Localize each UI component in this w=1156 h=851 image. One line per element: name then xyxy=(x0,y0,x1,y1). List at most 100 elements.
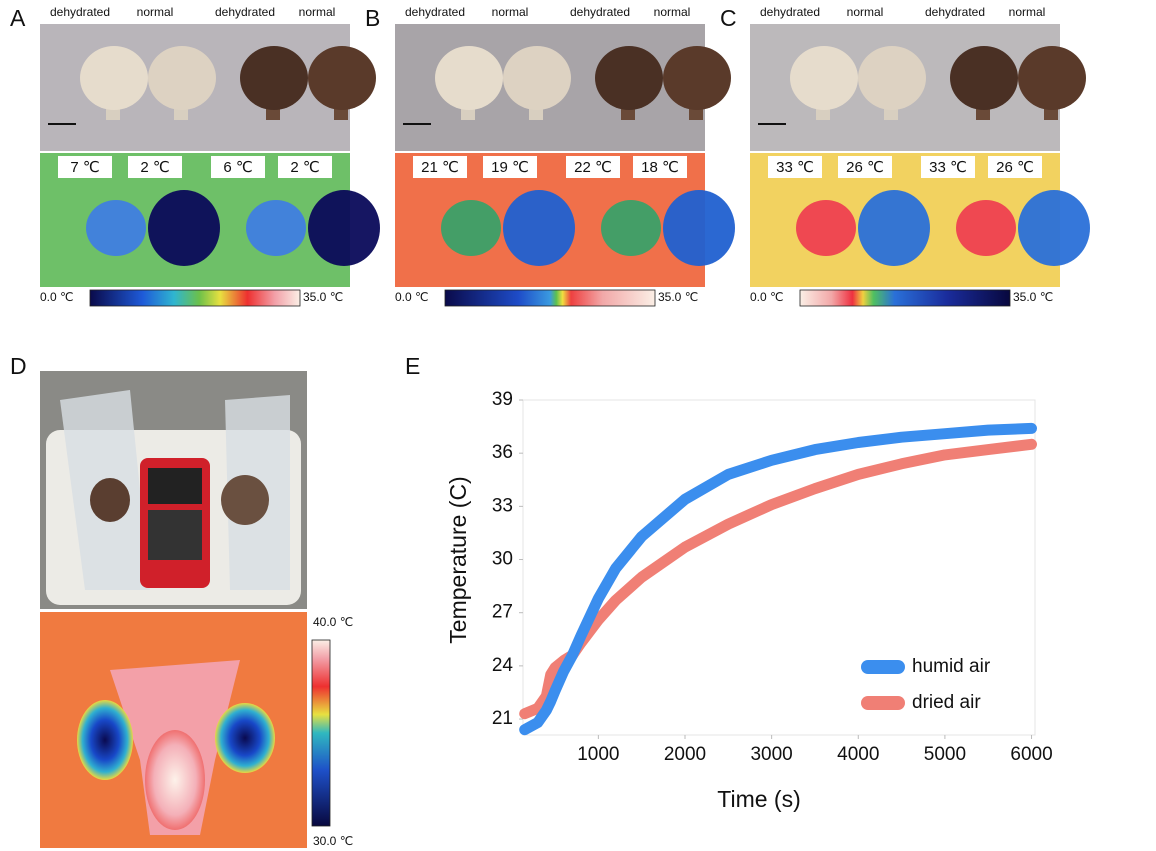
temperature: 21 ℃ xyxy=(421,159,459,176)
x-tick-label: 3000 xyxy=(750,744,792,765)
x-tick-label: 6000 xyxy=(1010,744,1052,765)
mushroom xyxy=(80,46,148,110)
plot-frame xyxy=(522,399,1036,736)
thermal-mushroom xyxy=(503,190,575,266)
temp-box xyxy=(921,156,975,178)
mushroom xyxy=(308,46,376,110)
mushroom xyxy=(503,46,571,110)
mushroom xyxy=(790,46,858,110)
thermal-mushroom xyxy=(441,200,501,256)
temp-box xyxy=(988,156,1042,178)
thermal-mushroom xyxy=(148,190,220,266)
scale-min: 0.0 ℃ xyxy=(40,290,74,304)
photo-label: dehydrated xyxy=(925,5,985,19)
panel-label: B xyxy=(365,5,380,31)
legend-label: dried air xyxy=(912,692,981,713)
temperature: 26 ℃ xyxy=(846,159,884,176)
scale-max: 35.0 ℃ xyxy=(303,290,343,304)
x-tick-label: 4000 xyxy=(837,744,879,765)
mushroom xyxy=(90,478,130,522)
thermal-cold xyxy=(215,703,275,773)
scale-max: 35.0 ℃ xyxy=(658,290,698,304)
y-tick-label: 27 xyxy=(492,602,513,623)
photo-label: normal xyxy=(299,5,336,19)
y-tick-label: 33 xyxy=(492,495,513,516)
temp-box xyxy=(413,156,467,178)
colorbar xyxy=(799,289,1011,307)
thermal-mushroom xyxy=(663,190,735,266)
colorbar xyxy=(89,289,301,307)
photo-label: dehydrated xyxy=(405,5,465,19)
temp-box xyxy=(483,156,537,178)
x-tick-label: 1000 xyxy=(577,744,619,765)
meter-keys xyxy=(148,510,202,560)
temperature: 33 ℃ xyxy=(929,159,967,176)
photo-label: normal xyxy=(847,5,884,19)
temp-box xyxy=(633,156,687,178)
thermal-mushroom xyxy=(308,190,380,266)
photo-label: dehydrated xyxy=(570,5,630,19)
mushroom xyxy=(435,46,503,110)
data-line xyxy=(519,438,1037,720)
data-line xyxy=(519,422,1037,736)
meter-screen xyxy=(148,468,202,504)
photo-label: dehydrated xyxy=(50,5,110,19)
temperature: 2 ℃ xyxy=(290,159,319,176)
colorbar xyxy=(444,289,656,307)
thermal-hot xyxy=(145,730,205,830)
temp-box xyxy=(278,156,332,178)
x-tick-label: 2000 xyxy=(664,744,706,765)
mushroom xyxy=(148,46,216,110)
photo-label: dehydrated xyxy=(760,5,820,19)
y-tick-label: 39 xyxy=(492,389,513,410)
thermal-mushroom xyxy=(956,200,1016,256)
panel-label: D xyxy=(10,353,27,379)
colorbar xyxy=(311,639,331,827)
scale-max: 40.0 ℃ xyxy=(313,615,353,629)
panel-label: A xyxy=(10,5,26,31)
temp-box xyxy=(58,156,112,178)
photo-label: normal xyxy=(137,5,174,19)
y-tick-label: 30 xyxy=(492,549,513,570)
thermal-mushroom xyxy=(858,190,930,266)
mushroom xyxy=(240,46,308,110)
photo-label: normal xyxy=(1009,5,1046,19)
panel-label: C xyxy=(720,5,737,31)
mushroom xyxy=(595,46,663,110)
temp-box xyxy=(838,156,892,178)
y-tick-label: 24 xyxy=(492,655,514,676)
temperature: 2 ℃ xyxy=(140,159,169,176)
photo-label: normal xyxy=(654,5,691,19)
scale-min: 0.0 ℃ xyxy=(750,290,784,304)
temp-box xyxy=(566,156,620,178)
temperature: 26 ℃ xyxy=(996,159,1034,176)
temperature: 6 ℃ xyxy=(223,159,252,176)
temperature: 18 ℃ xyxy=(641,159,679,176)
thermal-mushroom xyxy=(246,200,306,256)
scale-max: 35.0 ℃ xyxy=(1013,290,1053,304)
temperature: 19 ℃ xyxy=(491,159,529,176)
temperature: 33 ℃ xyxy=(776,159,814,176)
y-tick-label: 36 xyxy=(492,442,513,463)
thermal-cold xyxy=(77,700,133,780)
mushroom xyxy=(221,475,269,525)
x-axis-label: Time (s) xyxy=(717,786,800,812)
panel-label: E xyxy=(405,353,420,379)
photo-label: dehydrated xyxy=(215,5,275,19)
thermal-mushroom xyxy=(1018,190,1090,266)
mushroom xyxy=(858,46,926,110)
y-axis-label: Temperature (C) xyxy=(445,476,471,643)
photo-label: normal xyxy=(492,5,529,19)
x-tick-label: 5000 xyxy=(924,744,966,765)
y-tick-label: 21 xyxy=(492,708,513,729)
thermal-mushroom xyxy=(86,200,146,256)
mushroom xyxy=(663,46,731,110)
mushroom xyxy=(950,46,1018,110)
temperature: 22 ℃ xyxy=(574,159,612,176)
legend-label: humid air xyxy=(912,656,991,677)
thermal-mushroom xyxy=(796,200,856,256)
temp-box xyxy=(211,156,265,178)
scale-min: 0.0 ℃ xyxy=(395,290,429,304)
temp-box xyxy=(128,156,182,178)
